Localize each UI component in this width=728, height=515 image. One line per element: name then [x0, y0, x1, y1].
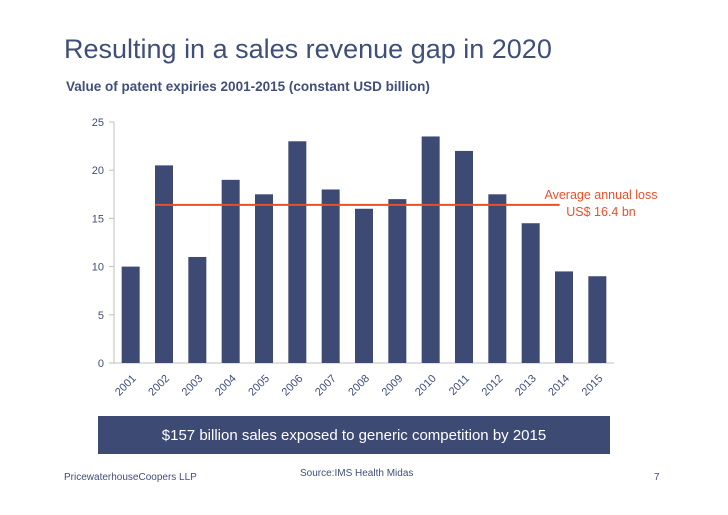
x-tick-label: 2004	[213, 373, 239, 399]
bar-2006	[288, 141, 307, 363]
x-tick-label: 2012	[480, 373, 506, 399]
y-tick-label: 10	[92, 262, 104, 274]
bar-2005	[255, 194, 273, 363]
bar-2009	[388, 199, 407, 363]
y-tick-label: 20	[92, 165, 104, 177]
company-name: PricewaterhouseCoopers LLP	[64, 472, 197, 483]
bar-2008	[355, 208, 373, 363]
x-tick-label: 2002	[146, 373, 172, 399]
x-tick-label: 2005	[246, 373, 272, 399]
bar-2001	[121, 266, 140, 363]
bar-2002	[155, 165, 173, 363]
bar-2004	[221, 179, 240, 363]
summary-banner: $157 billion sales exposed to generic co…	[98, 416, 610, 454]
source-note: Source:IMS Health Midas	[300, 468, 414, 479]
x-tick-label: 2008	[346, 373, 372, 399]
y-tick-label: 15	[92, 213, 104, 225]
bar-2007	[321, 189, 340, 363]
x-tick-label: 2003	[180, 373, 206, 399]
y-tick-label: 25	[92, 117, 104, 129]
y-tick-label: 0	[98, 358, 104, 370]
x-tick-label: 2006	[280, 373, 306, 399]
average-value-label: US$ 16.4 bn	[566, 205, 636, 219]
bar-2015	[588, 276, 607, 363]
x-tick-label: 2015	[580, 373, 606, 399]
bar-2012	[488, 194, 507, 363]
bar-2010	[421, 136, 440, 363]
bar-2013	[521, 223, 540, 363]
x-tick-label: 2007	[313, 373, 339, 399]
x-tick-label: 2009	[380, 373, 406, 399]
x-tick-label: 2010	[413, 373, 439, 399]
chart-subtitle: Value of patent expiries 2001-2015 (cons…	[66, 79, 430, 94]
bar-2014	[555, 271, 573, 363]
x-tick-label: 2013	[513, 373, 539, 399]
x-tick-label: 2001	[113, 373, 139, 399]
page-title: Resulting in a sales revenue gap in 2020	[64, 34, 552, 64]
y-tick-label: 5	[98, 310, 104, 322]
average-label: Average annual loss	[544, 188, 657, 202]
page-number: 7	[654, 472, 660, 483]
x-tick-label: 2011	[447, 373, 472, 398]
bar-2003	[188, 256, 207, 363]
bar-2011	[455, 150, 473, 363]
x-tick-label: 2014	[546, 373, 572, 399]
